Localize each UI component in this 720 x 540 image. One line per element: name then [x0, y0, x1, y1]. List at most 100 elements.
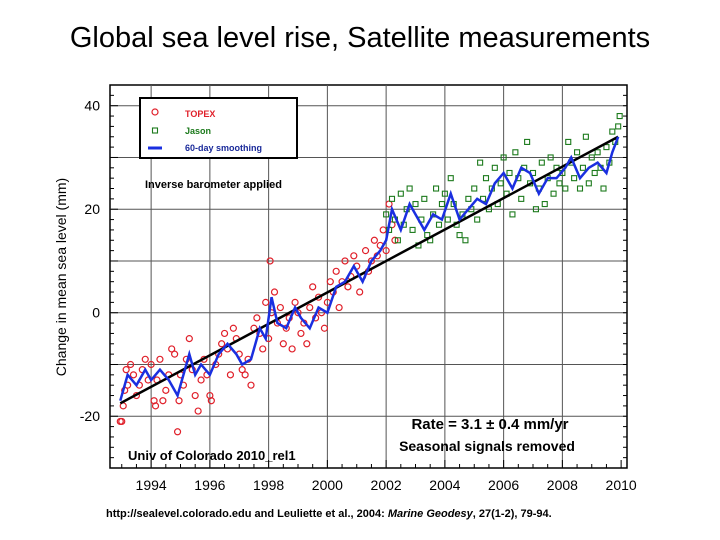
jason-point [477, 159, 484, 166]
jason-point [615, 123, 622, 130]
topex-point [288, 345, 296, 353]
topex-point [320, 324, 329, 332]
topex-point [361, 247, 370, 255]
topex-point [253, 314, 261, 322]
jason-point [541, 200, 548, 208]
jason-point [438, 200, 445, 208]
jason-point [397, 190, 404, 197]
topex-point [194, 407, 202, 415]
topex-point [185, 335, 193, 343]
x-tick-label: 2006 [488, 477, 519, 493]
topex-point [220, 329, 229, 338]
jason-point [394, 237, 401, 244]
topex-point [147, 360, 155, 369]
jason-point [571, 175, 578, 182]
topex-point [218, 340, 226, 348]
jason-point [588, 154, 595, 161]
x-tick-label: 2010 [606, 477, 637, 493]
source-ref: , 27(1-2), 79-94. [472, 508, 552, 520]
topex-point [171, 350, 179, 358]
topex-point [151, 402, 160, 410]
topex-point [335, 303, 343, 312]
x-tick-label: 2004 [429, 477, 460, 493]
topex-point [270, 288, 279, 296]
jason-point [556, 180, 563, 187]
annotation-univ-colorado: Univ of Colorado 2010_rel1 [128, 448, 296, 463]
jason-point [388, 195, 396, 202]
source-citation: http://sealevel.colorado.edu and Leuliet… [106, 508, 552, 520]
jason-point [465, 195, 472, 202]
jason-point [482, 175, 490, 182]
jason-point [435, 221, 443, 228]
legend-box [139, 97, 298, 159]
topex-point [226, 371, 235, 379]
topex-point [350, 252, 358, 260]
annotation-rate: Rate = 3.1 ± 0.4 mm/yr [411, 416, 568, 433]
y-tick-label: -20 [80, 408, 100, 424]
legend-jason-marker [151, 127, 159, 134]
topex-point [141, 355, 149, 363]
jason-point [538, 159, 545, 166]
jason-point [447, 175, 454, 182]
jason-point [582, 133, 589, 140]
jason-point [600, 185, 607, 192]
x-tick-label: 1998 [253, 477, 284, 493]
jason-point [406, 185, 413, 192]
topex-point [159, 397, 167, 405]
jason-point [462, 237, 469, 244]
jason-point [509, 211, 516, 218]
jason-point [579, 164, 586, 171]
topex-point [276, 303, 284, 312]
jason-point [565, 138, 572, 145]
jason-point [603, 144, 610, 151]
annotation-seasonal: Seasonal signals removed [399, 438, 575, 454]
jason-point [524, 138, 531, 145]
jason-point [576, 185, 584, 192]
topex-point [370, 236, 378, 244]
y-tick-label: 20 [84, 201, 100, 217]
jason-point [441, 190, 448, 197]
legend-jason-label: Jason [185, 126, 211, 136]
topex-point [162, 386, 170, 394]
jason-point [421, 195, 428, 202]
jason-point [594, 149, 601, 156]
chart-title: Global sea level rise, Satellite measure… [69, 22, 651, 54]
topex-point [168, 345, 176, 353]
jason-point [491, 164, 498, 171]
legend-topex-marker [151, 108, 159, 116]
topex-point [197, 376, 205, 384]
jason-point [609, 128, 616, 135]
topex-point [344, 283, 352, 291]
topex-point [341, 257, 349, 265]
x-tick-label: 1994 [136, 477, 167, 493]
topex-point [247, 381, 255, 389]
topex-point [259, 345, 267, 353]
x-tick-label: 1996 [194, 477, 225, 493]
topex-point [262, 298, 270, 306]
topex-point [382, 247, 390, 255]
annotation-inverse-barometer: Inverse barometer applied [145, 179, 282, 191]
topex-point [266, 257, 274, 265]
y-tick-label: 0 [92, 305, 100, 321]
legend-topex-label: TOPEX [185, 109, 215, 119]
topex-point [229, 324, 237, 332]
jason-point [409, 226, 416, 233]
topex-point [332, 267, 340, 275]
x-tick-label: 2002 [371, 477, 402, 493]
topex-point [191, 391, 199, 400]
topex-point [126, 360, 135, 369]
jason-point [591, 169, 598, 177]
topex-point [238, 366, 246, 374]
topex-point [122, 366, 130, 374]
trend-line [119, 135, 619, 405]
topex-point [303, 340, 311, 348]
jason-point [518, 195, 525, 202]
jason-point [562, 185, 569, 192]
jason-point [433, 185, 440, 192]
jason-point [412, 200, 419, 208]
topex-point [279, 340, 287, 348]
jason-point [574, 149, 581, 156]
jason-point [532, 206, 539, 213]
topex-point [294, 309, 302, 317]
